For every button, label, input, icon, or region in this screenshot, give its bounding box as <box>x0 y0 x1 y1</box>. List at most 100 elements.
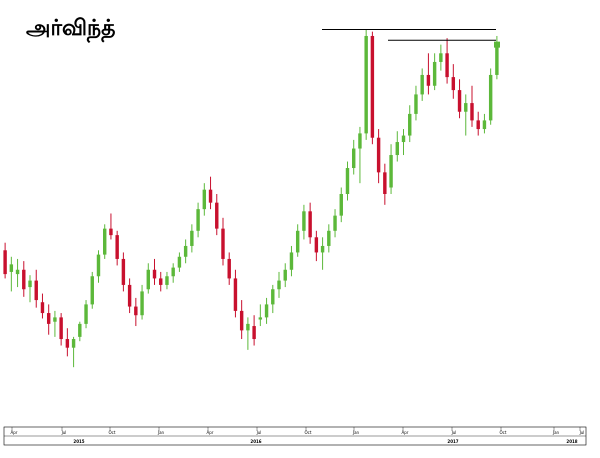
candle-body-up <box>177 256 182 268</box>
candle-body-up <box>84 304 88 324</box>
candle-body-down <box>221 228 225 259</box>
candle-body-up <box>395 142 399 156</box>
candle-body-up <box>352 148 356 169</box>
candle-body-up <box>464 103 468 112</box>
candle-body-down <box>252 326 256 340</box>
chart-title: அர்விந்த் <box>26 16 116 41</box>
candle-body-down <box>22 269 26 290</box>
candle-body-up <box>183 245 188 257</box>
candle-body-down <box>239 310 244 331</box>
candle-body-up <box>302 211 306 231</box>
candle-body-up <box>389 155 393 188</box>
candle-body-up <box>432 61 437 86</box>
x-month-label: Jul <box>579 430 585 435</box>
candle-body-down <box>34 280 38 301</box>
x-year-label: 2017 <box>447 439 458 444</box>
x-month-label: Jul <box>256 430 262 435</box>
candle-body-up <box>339 194 343 216</box>
candle-body-down <box>426 74 431 86</box>
candle-body-down <box>476 120 480 130</box>
candle-body-down <box>370 35 375 138</box>
candle-body-down <box>127 284 132 307</box>
candle-body-up <box>283 269 287 281</box>
candle-body-up <box>495 44 499 75</box>
candle-body-down <box>46 313 51 324</box>
candle-body-up <box>258 317 263 320</box>
candle-body-up <box>289 252 294 270</box>
candle-body-up <box>15 269 20 275</box>
x-month-label: Oct <box>500 430 507 435</box>
candle-body-down <box>227 258 231 279</box>
candle-body-up <box>364 35 368 134</box>
candle-body-up <box>9 264 14 272</box>
candle-body-down <box>383 172 387 194</box>
candle-body-up <box>277 280 281 290</box>
candle-body-down <box>470 103 474 121</box>
candle-body-down <box>215 202 219 229</box>
candle-body-up <box>196 209 200 231</box>
candle-body-up <box>358 133 362 149</box>
candle-body-down <box>308 211 312 238</box>
candle-body-up <box>190 230 194 246</box>
candle-body-down <box>152 269 157 279</box>
candle-body-up <box>420 74 424 95</box>
candle-body-up <box>327 230 331 246</box>
candle-body-down <box>208 189 213 203</box>
candle-body-up <box>146 269 150 290</box>
candle-body-up <box>140 291 144 316</box>
x-year-label: 2015 <box>73 439 84 444</box>
candle-body-up <box>28 280 32 288</box>
candle-body-down <box>115 235 119 259</box>
candle-body-up <box>295 230 300 253</box>
candle-body-up <box>103 228 107 255</box>
candle-body-up <box>165 276 169 285</box>
candle-body-up <box>53 317 57 322</box>
x-month-label: Jul <box>61 430 67 435</box>
candle-body-up <box>96 254 101 277</box>
x-month-label: Jan <box>157 430 165 435</box>
x-year-label: 2018 <box>566 439 577 444</box>
candle-body-down <box>376 137 381 173</box>
last-price-tag <box>494 41 500 48</box>
candle-body-down <box>445 53 449 78</box>
candle-body-up <box>271 289 275 305</box>
candle-body-up <box>90 276 94 305</box>
x-month-label: Apr <box>402 430 409 435</box>
x-month-label: Jul <box>451 430 457 435</box>
candle-body-down <box>134 306 138 316</box>
candle-body-up <box>333 215 337 231</box>
candle-body-up <box>414 94 418 114</box>
candle-body-down <box>451 77 456 91</box>
candle-body-down <box>457 90 462 112</box>
candle-body-down <box>159 278 163 285</box>
x-year-label: 2016 <box>250 439 261 444</box>
candle-body-up <box>171 267 175 277</box>
candle-body-up <box>408 113 412 136</box>
candle-body-up <box>71 339 76 348</box>
x-month-label: Oct <box>305 430 312 435</box>
candle-body-up <box>439 53 443 62</box>
candle-body-up <box>78 323 82 337</box>
candle-body-down <box>3 250 7 275</box>
candle-body-up <box>345 168 350 194</box>
x-month-label: Jan <box>552 430 560 435</box>
candle-body-down <box>109 228 113 236</box>
candle-body-up <box>482 120 487 130</box>
candle-body-up <box>401 135 406 143</box>
candle-body-down <box>233 278 238 311</box>
candle-body-up <box>264 304 269 318</box>
candle-body-down <box>59 317 63 340</box>
candle-body-up <box>246 323 250 331</box>
candle-body-up <box>488 74 493 121</box>
x-month-label: Apr <box>11 430 18 435</box>
candle-body-up <box>202 189 207 210</box>
candle-body-down <box>121 258 126 285</box>
x-month-label: Apr <box>207 430 214 435</box>
candle-body-down <box>40 302 45 314</box>
candle-body-down <box>314 237 319 253</box>
candle-body-up <box>320 245 325 253</box>
candle-body-down <box>65 339 70 348</box>
x-month-label: Oct <box>109 430 116 435</box>
